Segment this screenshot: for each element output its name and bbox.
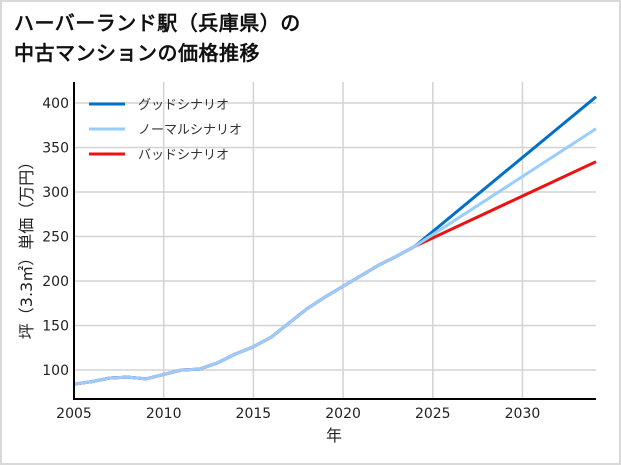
legend-item: バッドシナリオ [89,148,229,163]
x-tick-label: 2005 [56,406,92,422]
y-tick-label: 300 [42,185,69,201]
y-axis-label: 坪（3.3㎡）単価（万円） [17,154,36,339]
x-axis-label: 年 [326,426,342,445]
y-tick-label: 150 [42,318,69,334]
legend-item: グッドシナリオ [89,98,229,113]
y-tick-label: 200 [42,274,69,290]
legend-label: ノーマルシナリオ [138,123,242,138]
y-tick-labels: 100 150 200 250 300 350 400 [42,96,69,379]
y-tick-label: 100 [42,363,69,379]
chart-title-line-2: 中古マンションの価格推移 [14,41,260,65]
chart-title: ハーバーランド駅（兵庫県）の 中古マンションの価格推移 [14,8,301,68]
legend-label: グッドシナリオ [138,98,229,113]
x-tick-label: 2015 [236,406,272,422]
x-tick-label: 2020 [325,406,361,422]
legend-label: バッドシナリオ [138,148,229,163]
y-tick-label: 250 [42,229,69,245]
x-tick-labels: 2005 2010 2015 2020 2025 2030 [56,406,540,422]
legend-item: ノーマルシナリオ [89,123,242,138]
x-tick-label: 2010 [146,406,182,422]
chart-title-line-1: ハーバーランド駅（兵庫県）の [14,11,301,35]
series-line-1 [73,127,597,386]
y-tick-label: 400 [42,96,69,112]
x-tick-label: 2030 [505,406,541,422]
axes [73,82,596,400]
series-line-2 [73,160,597,386]
y-tick-label: 350 [42,141,69,157]
series-lines [73,95,597,386]
x-tick-label: 2025 [415,406,451,422]
series-line-0 [73,95,597,386]
